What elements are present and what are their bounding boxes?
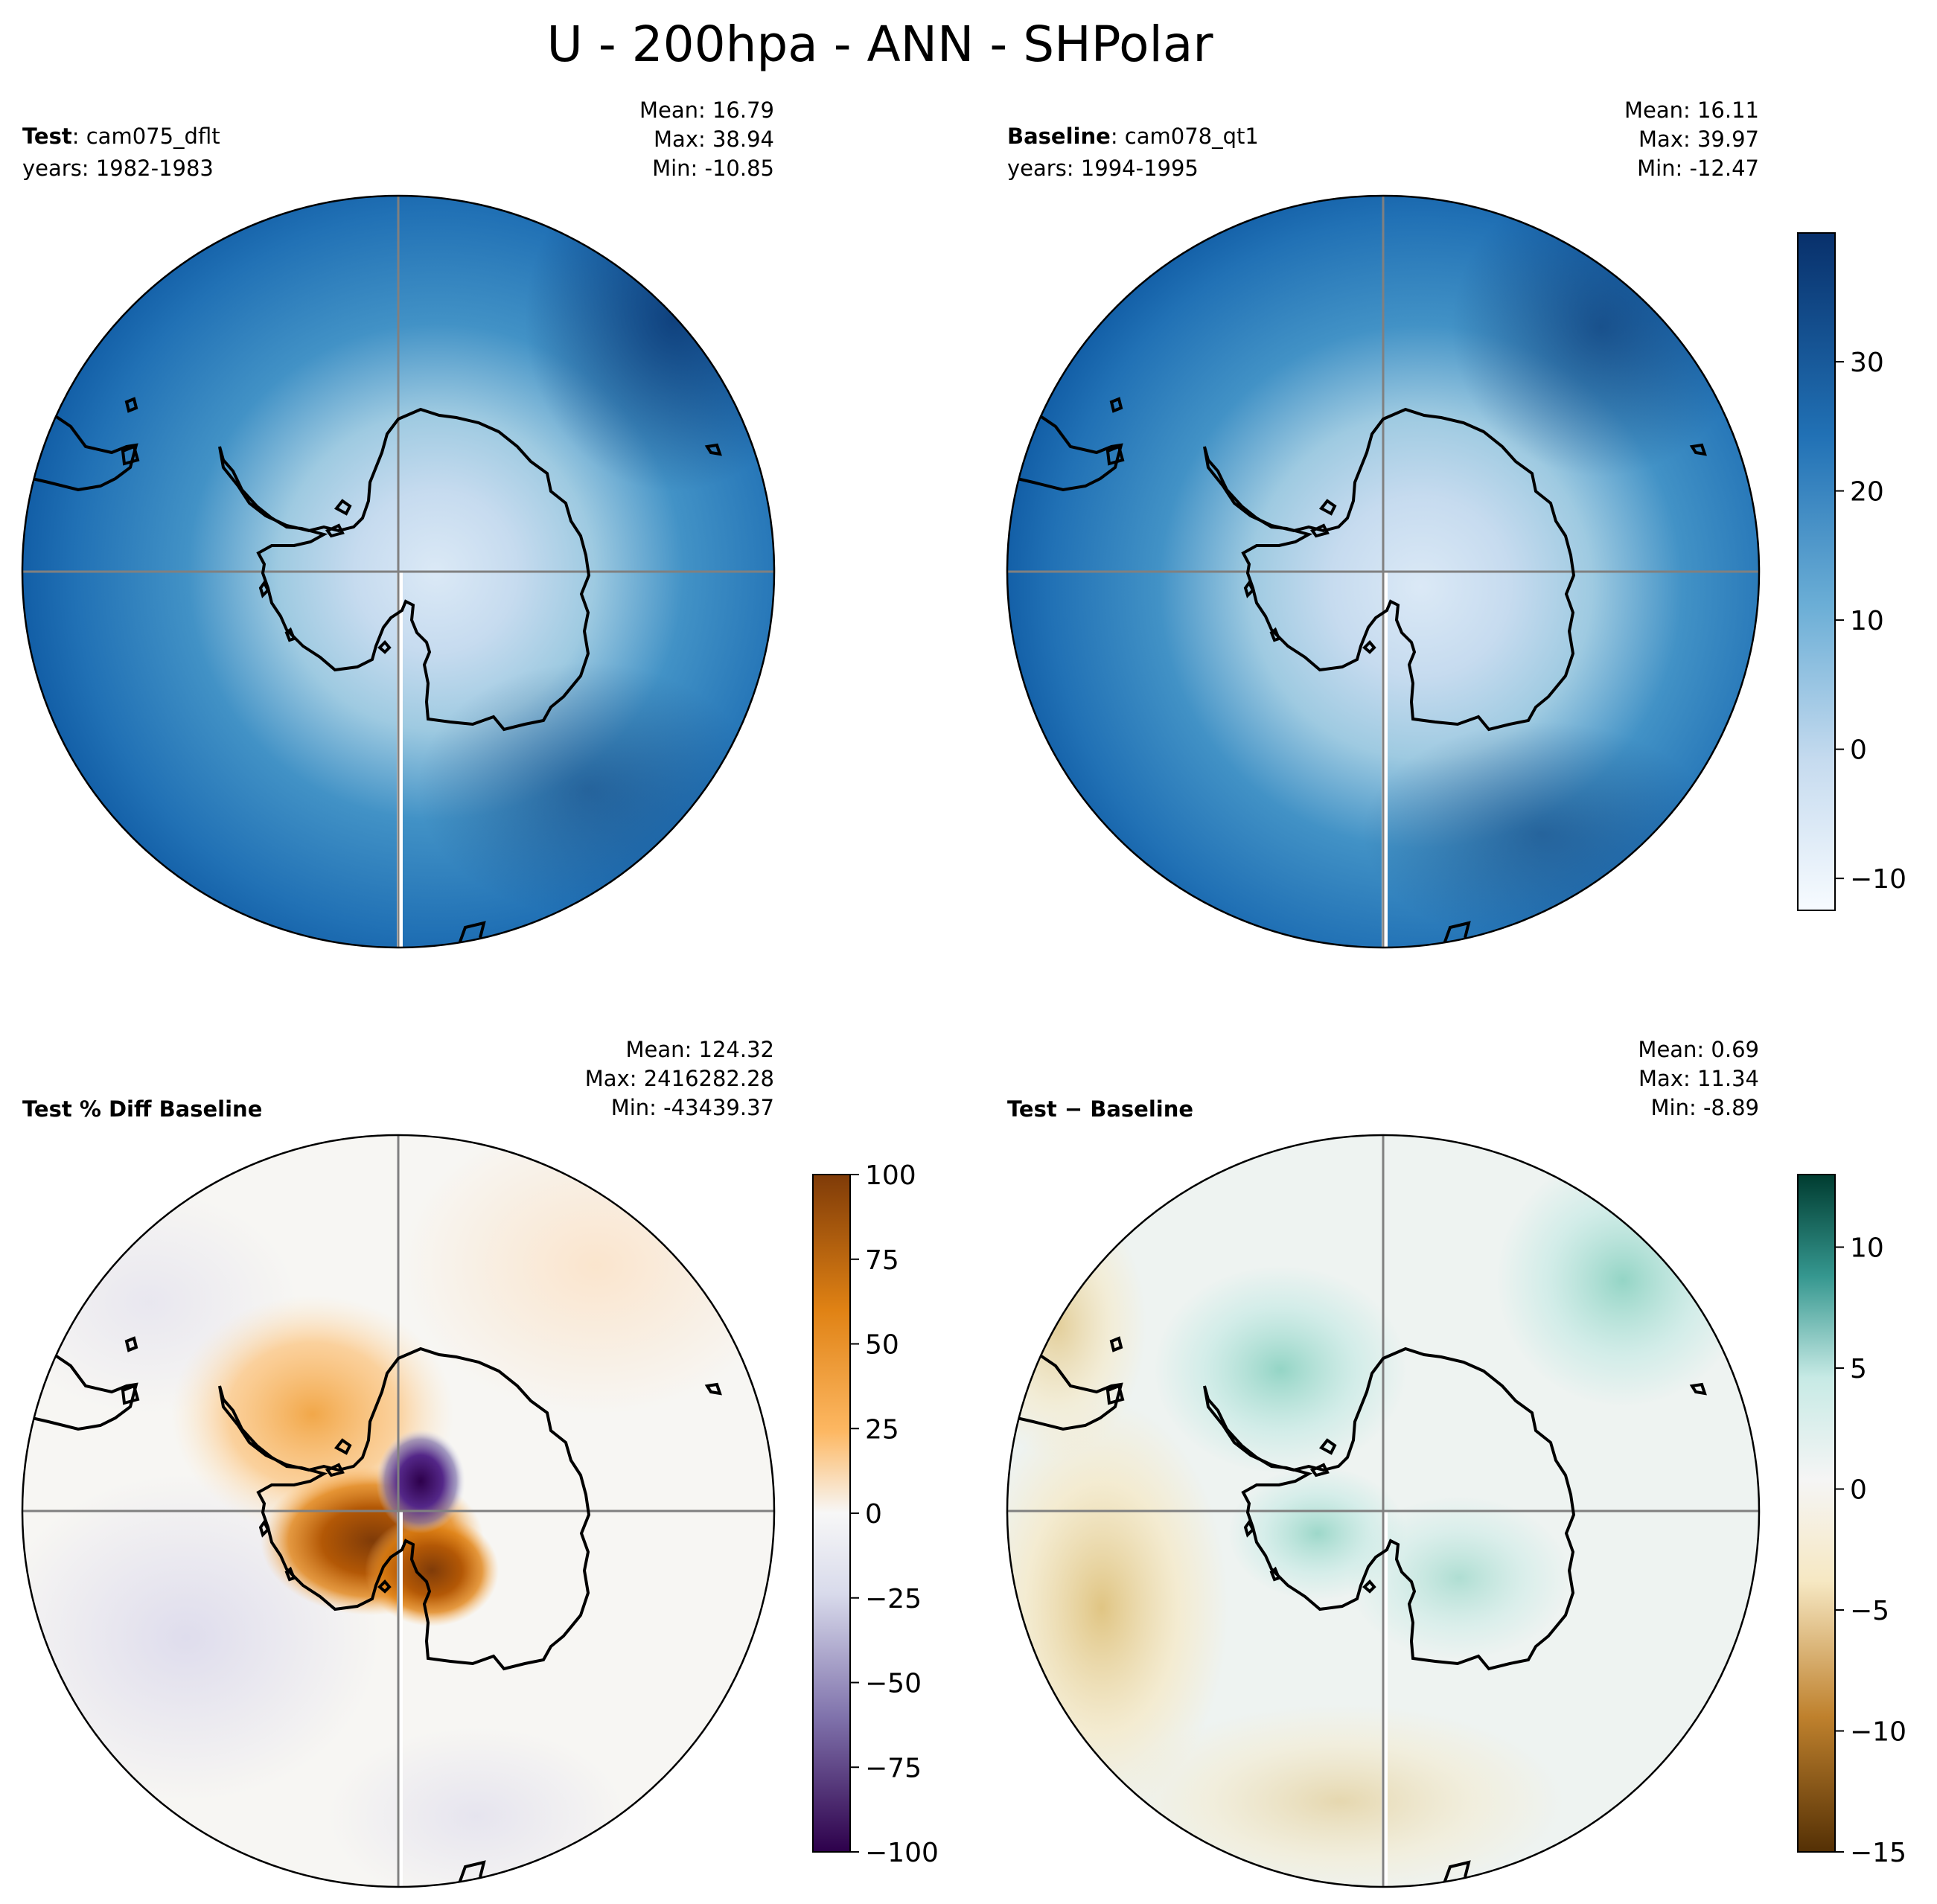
cb-pct-tick-label: −25 xyxy=(865,1584,922,1614)
panel-pct-diff-map xyxy=(22,1135,774,1887)
cb-diff-tick-label: 5 xyxy=(1850,1354,1867,1384)
panel-test: Test: cam075_dflt years: 1982-1983 Mean:… xyxy=(21,98,776,949)
panel-test-max: Max: 38.94 xyxy=(654,127,774,152)
colorbar-diff: −15 −10 −5 0 5 10 xyxy=(1797,1174,1906,1868)
cb-diff-tick-label: −10 xyxy=(1850,1717,1906,1748)
panel-baseline-label-bold: Baseline xyxy=(1007,124,1111,149)
panel-baseline-mean: Mean: 16.11 xyxy=(1624,98,1759,123)
colorbar-pct-diff: −100 −75 −50 −25 0 25 50 75 100 xyxy=(812,1160,939,1868)
cb-diff-tick-label: −5 xyxy=(1850,1596,1889,1626)
panel-test-mean: Mean: 16.79 xyxy=(639,98,774,123)
figure-title: U - 200hpa - ANN - SHPolar xyxy=(547,16,1214,73)
cb-pct-tick-label: 75 xyxy=(865,1245,899,1276)
panel-pct-diff-max: Max: 2416282.28 xyxy=(585,1066,774,1091)
cb-top-tick-label: −10 xyxy=(1850,864,1906,895)
cb-pct-tick-label: −50 xyxy=(865,1669,922,1699)
colorbar-diff-bar xyxy=(1797,1174,1836,1853)
colorbar-top: −10 0 10 20 30 xyxy=(1797,232,1906,911)
panel-pct-diff-min: Min: -43439.37 xyxy=(611,1095,774,1120)
cb-pct-tick-label: −75 xyxy=(865,1753,922,1783)
panel-test-years: years: 1982-1983 xyxy=(22,156,214,181)
panel-test-label-case: : cam075_dflt xyxy=(72,124,220,149)
cb-top-tick-label: 20 xyxy=(1850,477,1884,508)
panel-diff-max: Max: 11.34 xyxy=(1638,1066,1759,1091)
cb-pct-tick-label: 25 xyxy=(865,1414,899,1445)
panel-test-min: Min: -10.85 xyxy=(652,156,774,181)
panel-baseline-map xyxy=(1007,196,1759,948)
cb-diff-tick-label: 10 xyxy=(1850,1233,1884,1264)
panel-diff-mean: Mean: 0.69 xyxy=(1638,1037,1759,1062)
panel-diff-min: Min: -8.89 xyxy=(1651,1095,1759,1120)
cb-pct-tick-label: −100 xyxy=(865,1838,939,1868)
panel-pct-diff-label: Test % Diff Baseline xyxy=(22,1096,262,1122)
panel-baseline-label-case: : cam078_qt1 xyxy=(1111,124,1259,149)
colorbar-pct-diff-bar xyxy=(812,1174,851,1853)
cb-top-tick-label: 30 xyxy=(1850,348,1884,378)
panel-diff-label: Test − Baseline xyxy=(1007,1096,1193,1122)
cb-pct-tick-label: 0 xyxy=(865,1499,882,1530)
panel-test-label-bold: Test xyxy=(22,124,72,149)
panel-diff-map xyxy=(1007,1135,1759,1887)
panel-baseline-label: Baseline: cam078_qt1 xyxy=(1007,124,1259,149)
cb-top-tick-label: 0 xyxy=(1850,735,1867,766)
panel-baseline: Baseline: cam078_qt1 years: 1994-1995 Me… xyxy=(1006,98,1761,949)
panel-diff: Test − Baseline Mean: 0.69 Max: 11.34 Mi… xyxy=(1006,1037,1761,1888)
panel-pct-diff: Test % Diff Baseline Mean: 124.32 Max: 2… xyxy=(21,1037,776,1888)
cb-top-tick-label: 10 xyxy=(1850,606,1884,636)
panel-baseline-max: Max: 39.97 xyxy=(1638,127,1759,152)
panel-baseline-years: years: 1994-1995 xyxy=(1007,156,1199,181)
panel-pct-diff-mean: Mean: 124.32 xyxy=(626,1037,774,1062)
cb-diff-tick-label: −15 xyxy=(1850,1838,1906,1868)
cb-pct-tick-label: 100 xyxy=(865,1160,916,1191)
panel-test-label: Test: cam075_dflt xyxy=(22,124,220,149)
colorbar-top-bar xyxy=(1797,232,1836,911)
cb-diff-tick-label: 0 xyxy=(1850,1475,1867,1506)
panel-baseline-min: Min: -12.47 xyxy=(1637,156,1759,181)
panel-test-map xyxy=(22,196,774,948)
cb-pct-tick-label: 50 xyxy=(865,1330,899,1361)
